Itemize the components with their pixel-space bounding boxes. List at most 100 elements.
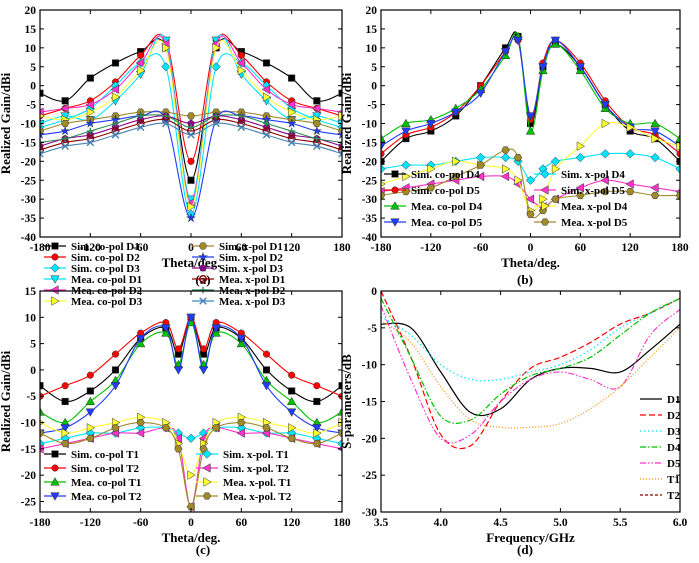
series-line-mea-co-pol-t2 — [40, 316, 342, 434]
data-point — [60, 424, 70, 433]
legend-entry: Mea. co-pol D3 — [71, 296, 143, 308]
y-tick-label: -30 — [362, 507, 378, 519]
data-point — [381, 142, 386, 152]
data-point — [675, 191, 680, 199]
data-point — [401, 127, 411, 136]
y-axis-label: Realized Gain/dBi — [0, 350, 13, 452]
y-tick-label: 5 — [30, 339, 36, 351]
legend-entry: Mea. co-pol D5 — [411, 217, 483, 229]
legend-entry: Mea. x-pol D4 — [561, 201, 628, 213]
series-line-mea-x-pol-d1 — [40, 118, 342, 151]
data-point — [525, 175, 536, 185]
series-layer — [381, 291, 680, 450]
data-point — [40, 407, 45, 416]
data-point — [61, 142, 69, 150]
legend-marker — [50, 285, 59, 295]
data-point — [625, 149, 635, 159]
legend: Sim. co-pol T1 Sim. co-pol T2 Mea. co-pol … — [44, 449, 292, 503]
data-point — [286, 118, 297, 128]
data-point — [85, 408, 96, 417]
legend-entry: Mea. x-pol D1 — [219, 274, 285, 286]
x-tick-label: 180 — [671, 242, 689, 254]
y-tick-label: 0 — [371, 81, 377, 93]
data-point — [475, 89, 486, 99]
panel-c: -180 -120 -60 0 60 120 180 15 10 5 0 -5 -10 -15 -20 -25… — [0, 286, 351, 557]
data-point — [313, 135, 321, 142]
data-point — [575, 152, 585, 163]
series-line-sim-co-pol-t1 — [40, 316, 342, 403]
legend-entry: D4 — [667, 442, 681, 454]
data-point — [338, 111, 342, 121]
data-point — [500, 152, 511, 163]
legend-entry: Sim. co-pol D1 — [71, 241, 140, 253]
data-point — [525, 194, 535, 204]
x-tick-label: -120 — [420, 242, 441, 254]
data-point — [261, 84, 271, 95]
y-tick-label: 0 — [30, 81, 36, 93]
data-point — [337, 407, 342, 416]
x-tick-label: 60 — [575, 242, 587, 254]
data-point — [61, 97, 69, 105]
data-point — [288, 423, 297, 433]
x-tick-label: 180 — [333, 242, 351, 254]
data-point — [237, 51, 245, 59]
data-point — [212, 119, 220, 128]
legend-entry: D5 — [667, 458, 681, 470]
legend-entry: Mea. x-pol. T2 — [223, 491, 292, 503]
data-point — [60, 125, 71, 136]
data-point — [85, 99, 94, 110]
x-tick-label: -60 — [133, 517, 149, 529]
data-point — [312, 119, 321, 128]
data-point — [186, 112, 196, 120]
data-point — [288, 387, 296, 395]
y-tick-label: -40 — [362, 232, 378, 244]
legend-entry: D2 — [667, 410, 681, 422]
data-point — [576, 191, 585, 199]
x-tick-label: -120 — [80, 517, 101, 529]
data-point — [86, 74, 94, 82]
y-tick-label: -10 — [21, 119, 37, 131]
data-point — [338, 382, 342, 390]
y-tick-label: -15 — [21, 444, 37, 456]
data-point — [288, 74, 296, 82]
legend-marker — [540, 218, 550, 226]
legend-marker — [51, 464, 59, 472]
data-point — [451, 172, 460, 181]
y-tick-label: -25 — [21, 175, 37, 187]
data-point — [211, 324, 221, 333]
y-tick-label: -20 — [21, 156, 37, 168]
data-point — [174, 345, 182, 353]
data-point — [86, 107, 96, 117]
data-point — [86, 138, 95, 147]
x-axis-label: Theta/deg. — [501, 255, 560, 270]
data-point — [236, 58, 245, 68]
data-point — [600, 101, 610, 110]
x-tick-label: -60 — [133, 242, 149, 254]
data-point — [261, 382, 272, 391]
x-tick-label: -120 — [80, 242, 101, 254]
legend-entry: Sim. x-pol. T2 — [223, 463, 289, 475]
legend-marker — [198, 242, 208, 250]
series-line-sim-co-pol-d5 — [381, 35, 680, 155]
y-tick-label: -35 — [21, 213, 37, 225]
series-line-d4 — [381, 297, 680, 424]
data-point — [262, 59, 271, 67]
data-point — [185, 212, 197, 223]
x-tick-label: 0 — [188, 242, 194, 254]
legend-marker — [51, 450, 59, 458]
data-point — [262, 350, 271, 358]
data-point — [61, 440, 70, 448]
data-point — [337, 438, 342, 449]
y-tick-label: 20 — [25, 5, 37, 17]
data-point — [263, 120, 270, 127]
x-tick-label: -60 — [473, 242, 489, 254]
data-point — [135, 334, 146, 344]
y-tick-label: -10 — [21, 418, 37, 430]
y-tick-label: 0 — [371, 286, 377, 298]
data-point — [401, 118, 411, 128]
legend-entry: Sim. x-pol D3 — [219, 263, 283, 275]
data-point — [312, 103, 321, 114]
legend-marker — [51, 253, 59, 261]
y-tick-label: 15 — [366, 24, 378, 36]
data-point — [539, 194, 548, 204]
